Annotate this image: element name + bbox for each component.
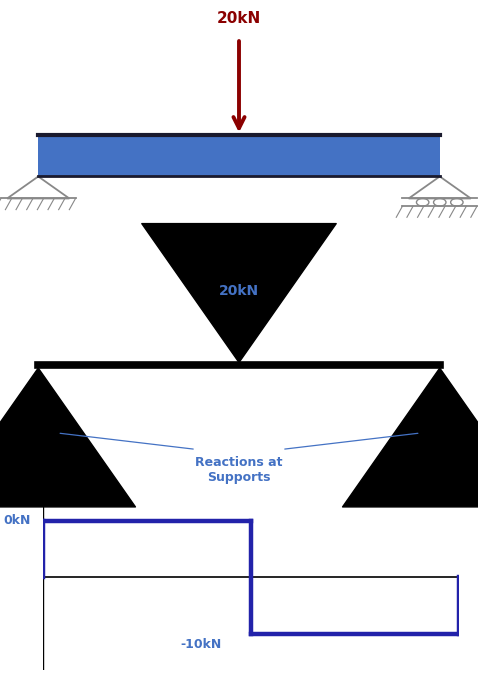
Bar [38,135,440,176]
Text: 20kN: 20kN [217,12,261,27]
Text: 20kN: 20kN [219,284,259,298]
Text: 10kN: 10kN [0,437,34,451]
Text: Reactions at
Supports: Reactions at Supports [195,456,283,484]
Text: 0kN: 0kN [3,514,31,527]
Text: -10kN: -10kN [180,638,222,651]
Text: 10kN: 10kN [444,437,478,451]
